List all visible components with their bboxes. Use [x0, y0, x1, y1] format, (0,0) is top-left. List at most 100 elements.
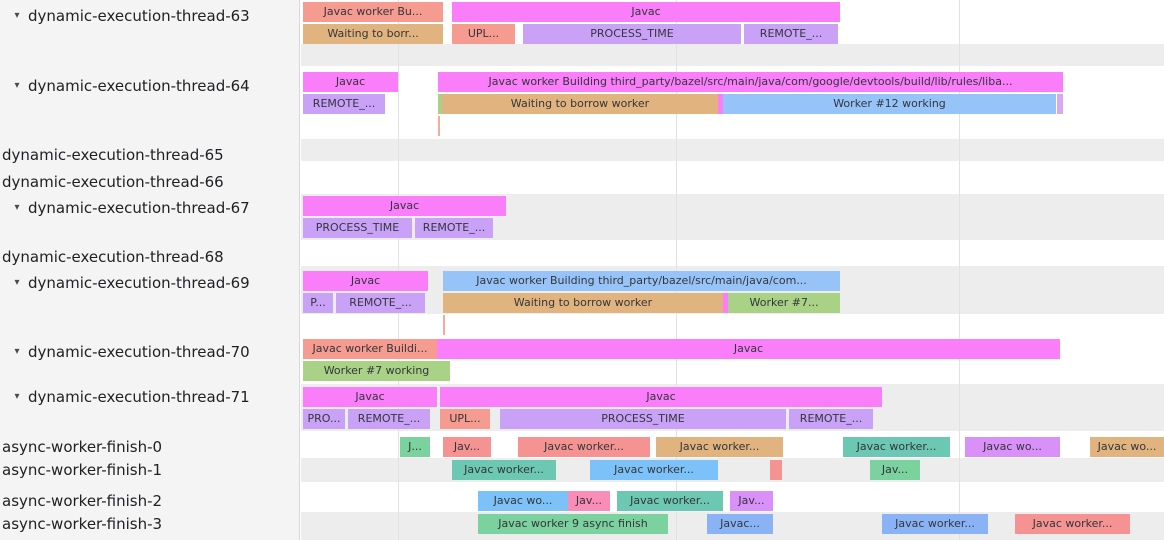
trace-event-label: PROCESS_TIME: [601, 412, 685, 425]
collapse-triangle-icon[interactable]: ▾: [14, 10, 20, 21]
trace-event-bar[interactable]: Javac worker 9 async finish: [478, 514, 668, 534]
track-label: dynamic-execution-thread-67: [28, 199, 250, 217]
trace-event-bar[interactable]: Waiting to borr...: [303, 24, 443, 44]
trace-event-label: Javac worker Building third_party/bazel/…: [476, 274, 807, 287]
track-label-row[interactable]: dynamic-execution-thread-66: [0, 171, 302, 193]
track-label: dynamic-execution-thread-68: [2, 248, 224, 266]
trace-event-bar[interactable]: Javac...: [707, 514, 773, 534]
trace-event-bar[interactable]: UPL...: [452, 24, 515, 44]
trace-event-bar[interactable]: Waiting to borrow worker: [442, 94, 718, 114]
trace-event-bar[interactable]: Javac wo...: [478, 491, 568, 511]
trace-event-bar[interactable]: REMOTE_...: [303, 94, 385, 114]
trace-event-bar[interactable]: Worker #7...: [728, 293, 840, 313]
trace-event-bar[interactable]: Javac worker...: [882, 514, 988, 534]
trace-event-bar[interactable]: Javac: [452, 2, 840, 22]
trace-event-bar[interactable]: REMOTE_...: [348, 409, 430, 429]
track-label-row[interactable]: ▾ dynamic-execution-thread-70: [0, 341, 300, 363]
trace-event-bar[interactable]: P...: [303, 293, 333, 313]
trace-event-bar[interactable]: Javac worker...: [656, 437, 783, 457]
track-label-row[interactable]: async-worker-finish-0: [0, 436, 302, 458]
trace-event-bar[interactable]: REMOTE_...: [744, 24, 838, 44]
trace-event-bar[interactable]: Javac worker Building third_party/bazel/…: [443, 271, 840, 291]
trace-event-bar[interactable]: [438, 94, 442, 114]
trace-event-label: Waiting to borrow worker: [513, 296, 653, 309]
trace-event-label: REMOTE_...: [349, 296, 412, 309]
trace-event-bar[interactable]: UPL...: [440, 409, 490, 429]
collapse-triangle-icon[interactable]: ▾: [14, 346, 20, 357]
collapse-triangle-icon[interactable]: ▾: [14, 391, 20, 402]
trace-event-bar[interactable]: Javac: [437, 339, 1060, 359]
trace-event-bar[interactable]: [770, 460, 782, 480]
trace-event-bar[interactable]: Javac wo...: [965, 437, 1060, 457]
trace-event-bar[interactable]: J...: [400, 437, 430, 457]
track-label-row[interactable]: ▾ dynamic-execution-thread-63: [0, 5, 300, 27]
trace-event-bar[interactable]: Javac worker Building third_party/bazel/…: [438, 72, 1063, 92]
collapse-triangle-icon[interactable]: ▾: [14, 277, 20, 288]
trace-event-bar[interactable]: [438, 116, 440, 136]
trace-event-bar[interactable]: Javac: [303, 196, 506, 216]
trace-event-label: Javac worker Building third_party/bazel/…: [488, 75, 1013, 88]
trace-event-bar[interactable]: Jav...: [568, 491, 610, 511]
trace-event-bar[interactable]: [1057, 94, 1063, 114]
timeline-canvas[interactable]: Javac worker Bu... Javac Waiting to borr..…: [301, 0, 1164, 540]
trace-event-bar[interactable]: [718, 94, 723, 114]
trace-event-bar[interactable]: Javac: [303, 271, 428, 291]
trace-event-label: Javac worker Bu...: [323, 5, 423, 18]
track-label-row[interactable]: ▾ dynamic-execution-thread-67: [0, 197, 300, 219]
trace-event-bar[interactable]: Javac wo...: [1090, 437, 1164, 457]
trace-event-bar[interactable]: Jav...: [730, 491, 773, 511]
track-label-row[interactable]: ▾ dynamic-execution-thread-69: [0, 272, 300, 294]
collapse-triangle-icon[interactable]: ▾: [14, 202, 20, 213]
trace-event-bar[interactable]: Javac worker...: [518, 437, 650, 457]
trace-event-bar[interactable]: PRO...: [303, 409, 345, 429]
trace-event-bar[interactable]: Javac worker Buildi...: [303, 339, 437, 359]
trace-event-bar[interactable]: REMOTE_...: [336, 293, 425, 313]
trace-event-label: Jav...: [738, 494, 765, 507]
trace-event-bar[interactable]: Javac worker...: [452, 460, 556, 480]
trace-event-bar[interactable]: PROCESS_TIME: [500, 409, 786, 429]
track-label-row[interactable]: ▾ dynamic-execution-thread-64: [0, 75, 300, 97]
collapse-triangle-icon[interactable]: ▾: [14, 80, 20, 91]
track-label: async-worker-finish-0: [2, 438, 163, 456]
trace-event-label: Waiting to borr...: [327, 27, 419, 40]
trace-event-bar[interactable]: [723, 293, 728, 313]
trace-event-label: Worker #7...: [749, 296, 819, 309]
trace-event-bar[interactable]: Jav...: [443, 437, 491, 457]
trace-event-bar[interactable]: REMOTE_...: [789, 409, 873, 429]
track-label-row[interactable]: dynamic-execution-thread-65: [0, 144, 302, 166]
trace-event-label: REMOTE_...: [422, 221, 486, 234]
track-label-row[interactable]: async-worker-finish-1: [0, 459, 302, 481]
trace-event-label: P...: [310, 296, 326, 309]
track-label-row[interactable]: async-worker-finish-2: [0, 490, 302, 512]
trace-event-label: Javac worker...: [630, 494, 710, 507]
trace-event-bar[interactable]: Javac worker Bu...: [303, 2, 443, 22]
trace-event-bar[interactable]: Jav...: [870, 460, 920, 480]
trace-event-label: Javac: [389, 199, 420, 212]
row-stripe: [301, 44, 1164, 66]
trace-event-bar[interactable]: Javac: [440, 387, 882, 407]
trace-event-bar[interactable]: PROCESS_TIME: [303, 218, 412, 238]
trace-event-bar[interactable]: Worker #12 working: [723, 94, 1056, 114]
trace-event-label: Javac: [631, 5, 661, 18]
trace-event-bar[interactable]: Javac worker...: [843, 437, 950, 457]
trace-event-bar[interactable]: Javac worker...: [1015, 514, 1130, 534]
trace-event-bar[interactable]: Javac worker...: [590, 460, 718, 480]
trace-event-bar[interactable]: Worker #7 working: [303, 361, 450, 381]
trace-event-label: Javac worker...: [544, 440, 624, 453]
trace-event-bar[interactable]: Waiting to borrow worker: [443, 293, 723, 313]
trace-event-bar[interactable]: REMOTE_...: [415, 218, 493, 238]
trace-event-label: Javac wo...: [983, 440, 1042, 453]
trace-event-bar[interactable]: [443, 315, 445, 335]
track-label-row[interactable]: ▾ dynamic-execution-thread-71: [0, 386, 300, 408]
trace-event-bar[interactable]: Javac: [303, 387, 437, 407]
trace-event-bar[interactable]: PROCESS_TIME: [523, 24, 741, 44]
time-gridline: [959, 0, 960, 540]
trace-event-label: UPL...: [467, 27, 500, 40]
trace-event-bar[interactable]: Javac: [303, 72, 398, 92]
track-label-row[interactable]: dynamic-execution-thread-68: [0, 246, 302, 268]
trace-event-bar[interactable]: Javac worker...: [617, 491, 723, 511]
track-label: dynamic-execution-thread-66: [2, 173, 224, 191]
track-label-row[interactable]: async-worker-finish-3: [0, 513, 302, 535]
trace-event-label: Jav...: [575, 494, 603, 507]
